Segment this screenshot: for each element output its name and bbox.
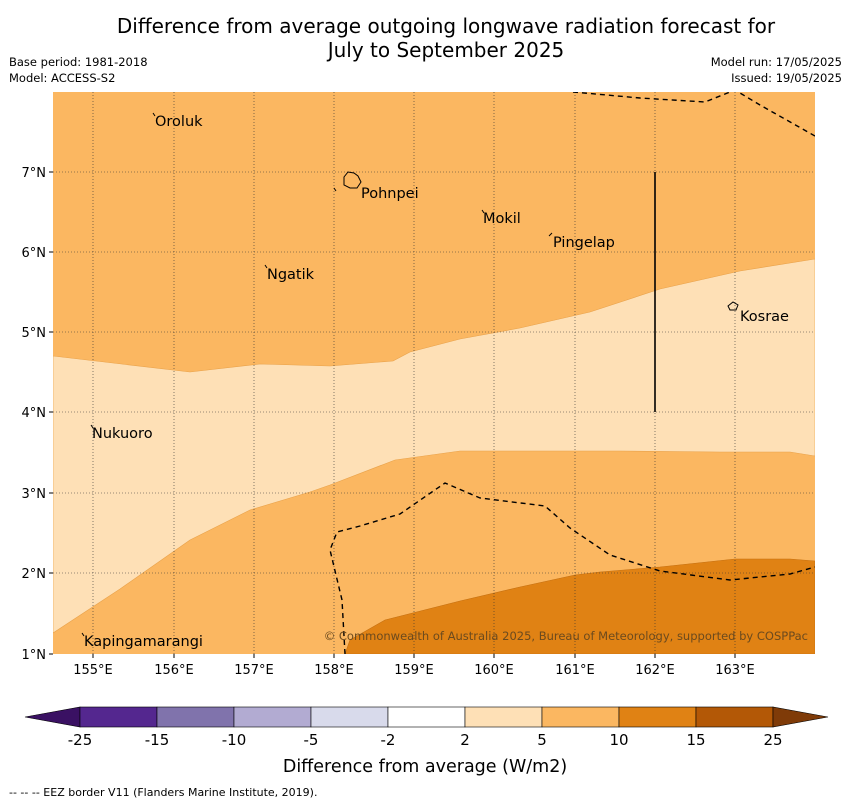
lon-label: 161°E [555,663,595,678]
pohnpei-islet [333,187,337,192]
band-2-to-5 [53,258,815,634]
colorbar-swatch [156,706,235,728]
colorbar-tick-label: 5 [537,731,547,749]
lon-label: 158°E [314,663,354,678]
place-kosrae: Kosrae [740,309,789,325]
lat-label: 5°N [22,326,47,341]
colorbar-tick-label: -15 [145,731,170,749]
colorbar: -25 -15 -10 -5 -2 2 5 10 15 25 [24,706,829,749]
title-line-1: Difference from average outgoing longwav… [116,14,776,38]
place-ngatik: Ngatik [267,267,315,283]
eez-border-south [329,482,815,654]
islands [81,112,739,637]
band-10-to-15 [344,558,815,654]
copyright-notice: © Commonwealth of Australia 2025, Bureau… [324,629,808,643]
oroluk-atoll [152,112,156,117]
model-name: Model: ACCESS-S2 [9,71,116,85]
issued-date: Issued: 19/05/2025 [731,71,842,85]
colorbar-tick-label: -10 [222,731,247,749]
eez-borders [329,92,815,654]
lat-label: 2°N [22,567,47,582]
lat-labels: 7°N 6°N 5°N 4°N 3°N 2°N 1°N [22,166,47,663]
colorbar-swatch [310,706,389,728]
lon-label: 160°E [474,663,514,678]
pingelap-atoll [548,232,553,237]
colorbar-extend-high [772,706,829,728]
ngatik-atoll [264,264,268,269]
colorbar-swatch [464,706,543,728]
colorbar-tick-label: 2 [460,731,470,749]
place-mokil: Mokil [483,211,521,227]
lat-ticks [49,171,53,655]
colorbar-tick-label: -5 [304,731,319,749]
mokil-atoll [481,209,485,214]
lat-label: 3°N [22,487,47,502]
colorbar-tick-label: -25 [68,731,93,749]
lon-label: 163°E [715,663,755,678]
model-run: Model run: 17/05/2025 [710,55,842,69]
base-period: Base period: 1981-2018 [9,55,148,69]
colorbar-swatch [79,706,158,728]
lon-label: 155°E [73,663,113,678]
colorbar-swatch [387,706,466,728]
lat-label: 6°N [22,246,47,261]
lon-labels: 155°E 156°E 157°E 158°E 159°E 160°E 161°… [73,663,755,678]
colorbar-swatch [233,706,312,728]
lat-label: 4°N [22,406,47,421]
place-oroluk: Oroluk [155,114,203,130]
map-title: Difference from average outgoing longwav… [0,14,850,62]
place-labels: Oroluk Pohnpei Mokil Pingelap Ngatik Kos… [84,114,789,650]
lon-label: 156°E [154,663,194,678]
graticule [53,92,815,654]
place-kapingamarangi: Kapingamarangi [84,634,203,650]
lon-label: 162°E [635,663,675,678]
colorbar-tick-label: 25 [763,731,782,749]
footnote: -- -- -- EEZ border V11 (Flanders Marine… [9,786,318,799]
colorbar-title: Difference from average (W/m2) [283,757,567,777]
map-panel [53,92,815,654]
lon-ticks [92,654,736,658]
colorbar-swatch [618,706,697,728]
title-line-2: July to September 2025 [327,38,565,62]
place-nukuoro: Nukuoro [92,426,153,442]
meta-right: Model run: 17/05/2025 Issued: 19/05/2025 [711,54,842,86]
pohnpei-island [343,171,362,189]
colorbar-swatch [541,706,620,728]
kapingamarangi-atoll [81,632,85,637]
place-pohnpei: Pohnpei [361,186,419,202]
colorbar-tick-label: 15 [686,731,705,749]
colorbar-tick-label: -2 [381,731,396,749]
eez-border-north [572,92,815,137]
lat-label: 7°N [22,166,47,181]
colorbar-extend-low [24,706,81,728]
place-pingelap: Pingelap [553,235,615,251]
colorbar-tick-label: 10 [609,731,628,749]
nukuoro-atoll [90,424,94,429]
colorbar-swatch [695,706,774,728]
lat-label: 1°N [22,648,47,663]
lon-label: 159°E [394,663,434,678]
lon-label: 157°E [234,663,274,678]
kosrae-island [727,301,739,311]
meta-left: Base period: 1981-2018 Model: ACCESS-S2 [9,54,148,86]
